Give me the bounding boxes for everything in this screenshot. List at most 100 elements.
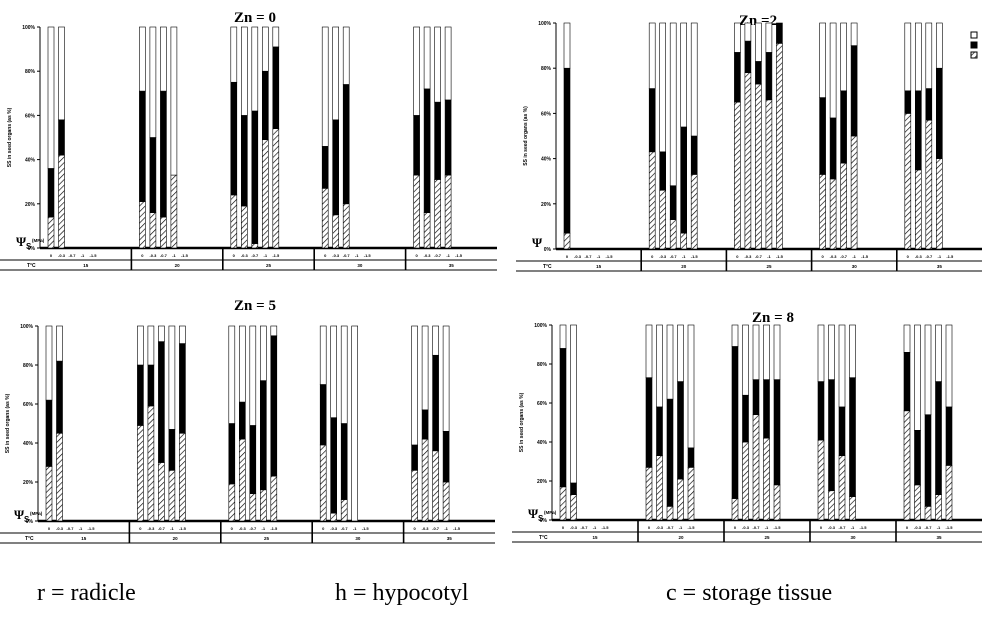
bar-segment-black [434, 101, 441, 180]
bar-segment-hatched [850, 135, 858, 250]
chart-zn8: Zn = 8 SS in seed organs (as %) 0% 20% 40% 60… [512, 310, 982, 543]
bar-segment-black [179, 343, 186, 434]
bar-segment-black [763, 379, 770, 439]
psi-level-label: -1.5 [946, 525, 954, 530]
psi-level-label: -0.7 [670, 254, 678, 259]
bar-segment-hatched [935, 158, 943, 250]
temperature-axis-label: T°C [539, 535, 548, 541]
psi-level-label: 0 [233, 253, 236, 258]
bar-segment-black [645, 377, 653, 468]
psi-level-label: -0.7 [667, 525, 675, 530]
temperature-label: 15 [83, 263, 89, 268]
bar-segment-hatched [776, 43, 783, 250]
chart-panel-zn2: Zn =2 SS in seed organs (as %) 0% 20% 40% 60%… [505, 0, 982, 290]
bar-segment-hatched [734, 101, 741, 250]
bar-segment-black [838, 406, 846, 456]
psi-level-label: 0 [141, 253, 144, 258]
bar-segment-white [850, 22, 858, 46]
temperature-label: 20 [173, 536, 179, 541]
bar-segment-white [230, 26, 238, 83]
y-tick-label: 0% [28, 246, 36, 252]
bar-segment-hatched [47, 216, 55, 249]
bar-segment-hatched [241, 205, 248, 249]
bar-segment-hatched [168, 470, 176, 522]
bar-segment-black [924, 414, 932, 507]
bar-segment-hatched [261, 139, 269, 249]
bar-segment-hatched [945, 465, 953, 521]
chart-panel-zn5: Zn = 5 SS in seed organs (as %) 0% 20% 40% 60… [0, 295, 495, 570]
chart-title: Zn = 8 [752, 310, 794, 326]
psi-level-label: -1 [767, 254, 771, 259]
bar-segment-black [687, 447, 695, 468]
bar-segment-black [342, 84, 350, 205]
psi-level-label: -1 [938, 254, 942, 259]
bar-segment-black [817, 381, 825, 441]
bar-segment-white [241, 26, 248, 116]
psi-level-label: 0 [48, 526, 51, 531]
bar-segment-black [570, 482, 577, 495]
bar-segment-white [744, 22, 752, 42]
temperature-label: 30 [850, 535, 856, 540]
y-tick-label: 100% [538, 21, 551, 27]
bar-segment-black [677, 381, 684, 480]
bar-segment-white [763, 324, 770, 380]
psi-level-label: -1 [353, 526, 357, 531]
bar-segment-hatched [137, 425, 144, 522]
bar-segment-black [158, 341, 165, 463]
bar-segment-black [241, 115, 248, 207]
bar-segment-white [904, 22, 912, 92]
temperature-label: 35 [936, 535, 942, 540]
bar-segment-hatched [56, 432, 63, 522]
bar-segment-hatched [817, 439, 825, 521]
bar-segment-black [666, 398, 674, 507]
temperature-label: 15 [596, 264, 602, 269]
bar-segment-white [444, 26, 452, 101]
bar-segment-black [272, 46, 280, 129]
bar-segment-white [147, 325, 155, 366]
temperature-label: 25 [264, 536, 270, 541]
bar-segment-black [321, 146, 329, 189]
psi-level-label: 0 [139, 526, 142, 531]
bar-segment-black [332, 119, 340, 216]
bar-segment-hatched [160, 216, 167, 249]
y-tick-label: 80% [23, 363, 34, 369]
bar-segment-white [570, 324, 577, 484]
bar-segment-hatched [434, 179, 441, 249]
bar-segment-hatched [228, 483, 236, 522]
psi-level-label: -0.7 [249, 526, 257, 531]
bar-segment-black [840, 90, 847, 164]
psi-level-label: 0 [734, 525, 737, 530]
psi-subscript: S [24, 515, 30, 524]
bar-segment-white [58, 26, 65, 121]
bar-segment-hatched [838, 455, 846, 521]
temperature-label: 30 [852, 264, 858, 269]
bar-segment-white [669, 22, 677, 187]
bar-segment-black [330, 417, 338, 514]
bar-segment-black [849, 377, 856, 497]
bar-segment-black [228, 423, 236, 485]
bar-segment-white [690, 22, 698, 137]
bar-segment-white [332, 26, 340, 121]
bar-segment-black [47, 168, 55, 218]
bar-segment-hatched [230, 194, 238, 249]
bar-segment-hatched [755, 83, 762, 250]
bar-segment-hatched [669, 219, 677, 250]
bar-segment-white [935, 324, 942, 382]
psi-axis-label: Ψ [16, 234, 27, 249]
temperature-label: 20 [175, 263, 181, 268]
y-tick-label: 100% [20, 324, 33, 330]
psi-level-label: 0 [415, 253, 418, 258]
bar-segment-white [742, 324, 749, 396]
y-tick-label: 80% [25, 69, 36, 75]
bar-segment-white [734, 22, 741, 53]
bar-segment-hatched [731, 498, 739, 521]
psi-level-label: -0.3 [147, 526, 155, 531]
bar-segment-black [442, 431, 450, 483]
bar-segment-hatched [179, 432, 186, 522]
bar-segment-hatched [139, 201, 146, 249]
bar-segment-white [411, 325, 418, 446]
bar-segment-white [179, 325, 186, 344]
psi-level-label: -0.7 [839, 525, 847, 530]
bar-segment-black [755, 61, 762, 85]
bar-segment-black [773, 379, 781, 486]
